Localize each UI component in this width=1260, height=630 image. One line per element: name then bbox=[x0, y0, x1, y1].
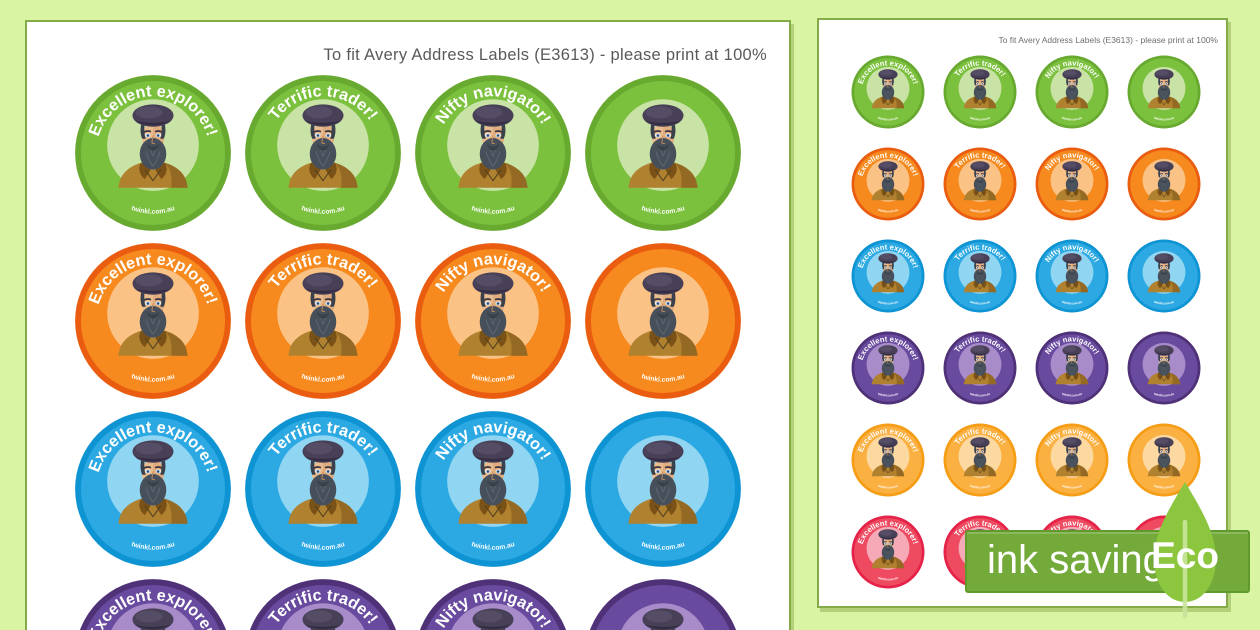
sticker-watermark: twinkl.com.au bbox=[300, 205, 345, 216]
sticker-yellow-blank: twinkl.com.au bbox=[1127, 423, 1201, 497]
sticker-blue: Nifty navigator!twinkl.com.au bbox=[415, 411, 571, 567]
sticker-green: Excellent explorer!twinkl.com.au bbox=[75, 75, 231, 231]
sticker-watermark: twinkl.com.au bbox=[300, 541, 345, 552]
sticker-blue: Excellent explorer!twinkl.com.au bbox=[75, 411, 231, 567]
sticker-watermark: twinkl.com.au bbox=[877, 392, 898, 398]
sticker-watermark: twinkl.com.au bbox=[1153, 208, 1174, 214]
sheet-page-zoomed: To fit Avery Address Labels (E3613) - pl… bbox=[25, 20, 791, 630]
sticker-green: Nifty navigator!twinkl.com.au bbox=[1035, 55, 1109, 129]
sticker-watermark: twinkl.com.au bbox=[130, 541, 175, 552]
sticker-green: Terrific trader!twinkl.com.au bbox=[245, 75, 401, 231]
sticker-watermark: twinkl.com.au bbox=[1061, 392, 1082, 398]
sticker-watermark: twinkl.com.au bbox=[969, 484, 990, 490]
sticker-watermark: twinkl.com.au bbox=[877, 300, 898, 306]
sticker-watermark: twinkl.com.au bbox=[1061, 116, 1082, 122]
sticker-blue: Terrific trader!twinkl.com.au bbox=[943, 239, 1017, 313]
sticker-orange: Terrific trader!twinkl.com.au bbox=[245, 243, 401, 399]
eco-leaf-icon bbox=[1154, 482, 1216, 619]
sticker-watermark: twinkl.com.au bbox=[130, 373, 175, 384]
sticker-watermark: twinkl.com.au bbox=[1061, 208, 1082, 214]
sticker-green: Terrific trader!twinkl.com.au bbox=[943, 55, 1017, 129]
sticker-orange: Excellent explorer!twinkl.com.au bbox=[75, 243, 231, 399]
sticker-yellow: Nifty navigator!twinkl.com.au bbox=[1035, 423, 1109, 497]
sticker-purple-blank: twinkl.com.au bbox=[1127, 331, 1201, 405]
eco-banner-label: ink saving bbox=[987, 537, 1165, 582]
sticker-green-blank: twinkl.com.au bbox=[1127, 55, 1201, 129]
sticker-watermark: twinkl.com.au bbox=[470, 205, 515, 216]
sticker-watermark: twinkl.com.au bbox=[640, 205, 685, 216]
sticker-watermark: twinkl.com.au bbox=[640, 541, 685, 552]
sticker-watermark: twinkl.com.au bbox=[1153, 116, 1174, 122]
sticker-green: Excellent explorer!twinkl.com.au bbox=[851, 55, 925, 129]
sticker-watermark: twinkl.com.au bbox=[470, 541, 515, 552]
sticker-watermark: twinkl.com.au bbox=[877, 576, 898, 582]
sticker-watermark: twinkl.com.au bbox=[1061, 300, 1082, 306]
sticker-orange: Terrific trader!twinkl.com.au bbox=[943, 147, 1017, 221]
sticker-watermark: twinkl.com.au bbox=[1153, 392, 1174, 398]
sticker-purple-blank: twinkl.com.au bbox=[589, 579, 737, 630]
print-note-small: To fit Avery Address Labels (E3613) - pl… bbox=[998, 35, 1218, 45]
sticker-green-blank: twinkl.com.au bbox=[585, 75, 741, 231]
sticker-watermark: twinkl.com.au bbox=[1153, 300, 1174, 306]
sticker-blue: Terrific trader!twinkl.com.au bbox=[245, 411, 401, 567]
sticker-purple: Terrific trader!twinkl.com.au bbox=[943, 331, 1017, 405]
sticker-watermark: twinkl.com.au bbox=[300, 373, 345, 384]
sticker-purple: Nifty navigator!twinkl.com.au bbox=[419, 579, 567, 630]
sticker-purple: Excellent explorer!twinkl.com.au bbox=[79, 579, 227, 630]
sticker-orange-blank: twinkl.com.au bbox=[585, 243, 741, 399]
sticker-watermark: twinkl.com.au bbox=[969, 392, 990, 398]
sticker-purple: Terrific trader!twinkl.com.au bbox=[249, 579, 397, 630]
sticker-watermark: twinkl.com.au bbox=[969, 116, 990, 122]
sticker-watermark: twinkl.com.au bbox=[877, 116, 898, 122]
sticker-yellow: Excellent explorer!twinkl.com.au bbox=[851, 423, 925, 497]
sticker-purple: Nifty navigator!twinkl.com.au bbox=[1035, 331, 1109, 405]
sticker-purple: Excellent explorer!twinkl.com.au bbox=[851, 331, 925, 405]
sticker-orange-blank: twinkl.com.au bbox=[1127, 147, 1201, 221]
sticker-blue-blank: twinkl.com.au bbox=[585, 411, 741, 567]
sticker-red: Excellent explorer!twinkl.com.au bbox=[851, 515, 925, 589]
sticker-watermark: twinkl.com.au bbox=[470, 373, 515, 384]
sticker-watermark: twinkl.com.au bbox=[1153, 484, 1174, 490]
sticker-watermark: twinkl.com.au bbox=[1061, 484, 1082, 490]
sticker-orange: Excellent explorer!twinkl.com.au bbox=[851, 147, 925, 221]
sticker-green: Nifty navigator!twinkl.com.au bbox=[415, 75, 571, 231]
sticker-watermark: twinkl.com.au bbox=[877, 208, 898, 214]
sticker-blue-blank: twinkl.com.au bbox=[1127, 239, 1201, 313]
sticker-orange: Nifty navigator!twinkl.com.au bbox=[415, 243, 571, 399]
eco-badge-label: Eco bbox=[1151, 535, 1219, 576]
sticker-watermark: twinkl.com.au bbox=[877, 484, 898, 490]
sticker-watermark: twinkl.com.au bbox=[969, 208, 990, 214]
sticker-grid-left: Excellent explorer! twinkl.com.au Terrific… bbox=[27, 22, 789, 630]
sticker-watermark: twinkl.com.au bbox=[969, 300, 990, 306]
sticker-watermark: twinkl.com.au bbox=[130, 205, 175, 216]
print-note: To fit Avery Address Labels (E3613) - pl… bbox=[323, 46, 767, 64]
sticker-orange: Nifty navigator!twinkl.com.au bbox=[1035, 147, 1109, 221]
sticker-blue: Excellent explorer!twinkl.com.au bbox=[851, 239, 925, 313]
sticker-yellow: Terrific trader!twinkl.com.au bbox=[943, 423, 1017, 497]
sticker-blue: Nifty navigator!twinkl.com.au bbox=[1035, 239, 1109, 313]
sticker-watermark: twinkl.com.au bbox=[640, 373, 685, 384]
